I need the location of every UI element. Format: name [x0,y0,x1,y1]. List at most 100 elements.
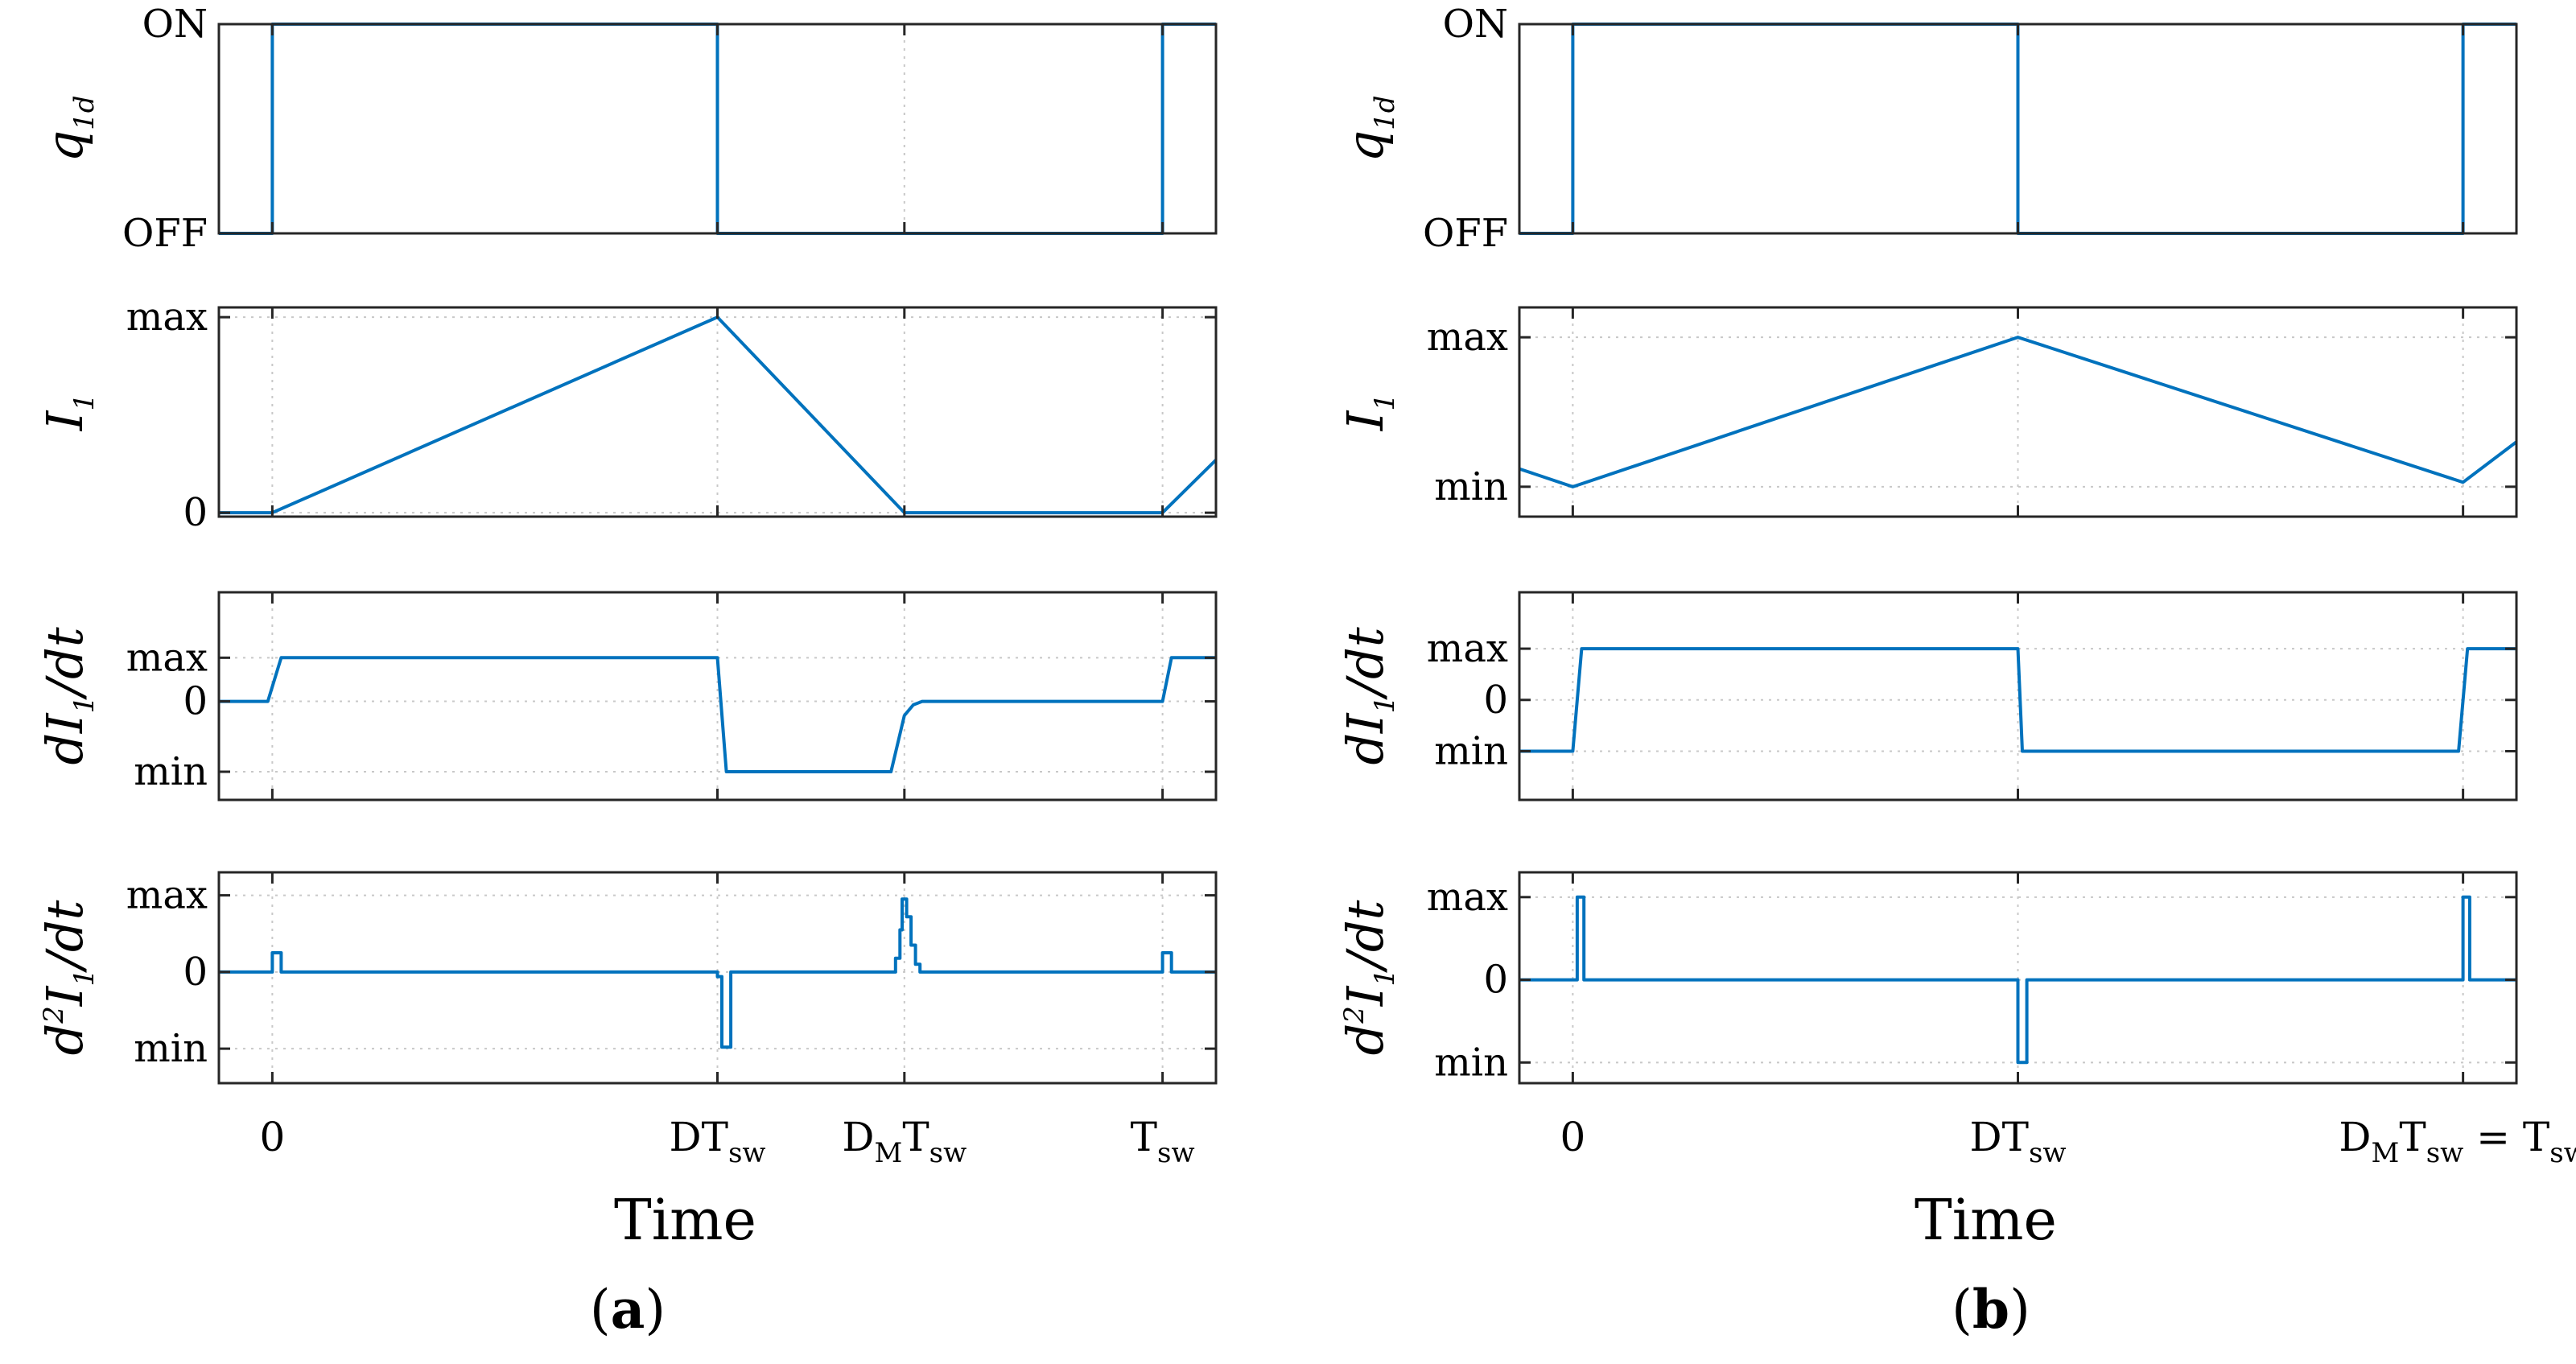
y-axis-label: I1 [1336,394,1401,431]
y-tick-label: min [1434,464,1508,509]
y-tick-label: OFF [122,211,208,256]
subfigure-caption: (a) [590,1278,666,1341]
x-tick-prefix: D [842,1114,874,1160]
y-axis-label: dI1/dt [35,627,101,764]
x-tick-label: 0 [1560,1114,1585,1160]
y-label-sub: 1d [68,95,101,130]
panel-q1d: ON OFF q1d [1336,2,2518,256]
axes-box [1518,591,2518,802]
x-tick-prefix-sub: M [874,1137,902,1169]
x-tick-main: T [902,1114,929,1160]
panel-d2I1dt2: max 0 min d2I1/dt [35,871,1218,1085]
x-tick-prefix-sub: M [2372,1137,2400,1169]
y-tick-label: min [1434,1040,1508,1085]
grid [1519,307,2516,517]
x-tick-sub: sw [1157,1137,1195,1169]
y-label-sub: 1 [1369,394,1401,411]
x-tick-main: DT [670,1114,728,1160]
y-label-prefix: d [35,733,94,765]
y-tick-label: 0 [1483,958,1508,1003]
grid [1519,592,2516,800]
y-axis-label: d2I1/dt [35,900,101,1055]
y-tick-label: min [134,749,208,794]
y-tick-label: max [1427,626,1508,671]
x-tick-main: T [2399,1114,2426,1160]
panel-d2I1dt2: max 0 min d2I1/dt [1336,871,2518,1085]
y-label-suffix: /dt [35,627,94,700]
y-axis-label: q1d [1336,95,1401,162]
y-label-sup: 2 [38,1006,70,1024]
panel-I1: max 0 I1 [35,295,1218,535]
y-tick-label: 0 [183,679,208,724]
grid [219,307,1216,517]
y-label-suffix: /dt [1336,900,1395,973]
x-tick-sub: sw [728,1137,766,1169]
y-tick-label: max [1427,875,1508,920]
y-tick-label: min [134,1026,208,1071]
x-tick-label: DMTsw [842,1114,967,1169]
axes-box [217,591,1218,802]
panel-I1: max min I1 [1336,306,2518,518]
x-tick-suffix-sub: sw [2549,1137,2576,1169]
y-tick-label: max [126,635,208,680]
panel-dI1dt: max 0 min dI1/dt [1336,591,2518,802]
x-tick-sub: sw [2426,1137,2464,1169]
x-axis-title: Time [1914,1187,2057,1253]
y-axis-label: d2I1/dt [1336,900,1401,1055]
caption-letter: b [1972,1278,2009,1341]
x-tick-label: 0 [259,1114,285,1160]
series-line-I1 [219,315,1218,515]
y-label-main: q [35,130,94,163]
x-axis-title: Time [614,1187,756,1253]
y-label-sub: 1 [68,969,101,987]
y-tick-label: max [126,873,208,918]
y-label-main: I [35,410,94,431]
series-line-d2I1dt2 [219,897,1216,1049]
chart-a: ONOFFq1dmax0I1max0mindI1/dtmax0mind2I1/d… [35,2,1218,1341]
x-tick-prefix: D [2339,1114,2371,1160]
y-tick-label: 0 [1483,678,1508,723]
y-tick-label: 0 [183,950,208,995]
x-tick-main: DT [1970,1114,2029,1160]
series-line-q1d [1519,23,2516,235]
caption-letter: a [611,1278,645,1341]
caption-open: ( [590,1279,611,1341]
y-label-suffix: /dt [35,900,94,973]
x-tick-main: 0 [1560,1114,1585,1160]
y-axis-label: I1 [35,394,101,431]
y-label-prefix: d [1336,733,1395,765]
caption-open: ( [1952,1279,1972,1341]
x-tick-main: 0 [259,1114,285,1160]
y-label-sup: 2 [1338,1006,1370,1024]
y-tick-label: max [126,295,208,340]
x-tick-label: Tsw [1131,1114,1195,1169]
y-label-prefix: d [35,1024,94,1056]
y-tick-label: OFF [1423,211,1508,256]
y-label-sub: 1 [1369,969,1401,987]
y-tick-label: max [1427,315,1508,360]
caption-close: ) [2009,1279,2030,1341]
x-tick-sub: sw [929,1137,967,1169]
y-tick-label: 0 [183,490,208,535]
y-label-sub: 1 [68,696,101,714]
y-label-suffix: /dt [1336,627,1395,700]
series-line-dI1dt [1519,647,2516,753]
y-label-main: I [1336,712,1395,734]
x-tick-main: T [1131,1114,1157,1160]
y-label-main: I [35,985,94,1007]
series-line-d2I1dt2 [1519,895,2516,1065]
y-label-prefix: d [1336,1024,1395,1056]
series-line-q1d [219,23,1216,235]
y-label-main: I [1336,985,1395,1007]
y-axis-label: q1d [35,95,101,162]
y-label-sub: 1d [1369,95,1401,130]
x-tick-label: DTsw [670,1114,766,1169]
series-line-I1 [1519,336,2518,488]
x-tick-label: DTsw [1970,1114,2067,1169]
series-line-dI1dt [219,656,1216,773]
x-tick-sub: sw [2029,1137,2067,1169]
x-tick-label: DMTsw = Tsw [2339,1114,2576,1169]
grid [219,592,1216,800]
x-tick-suffix: = T [2463,1114,2549,1160]
